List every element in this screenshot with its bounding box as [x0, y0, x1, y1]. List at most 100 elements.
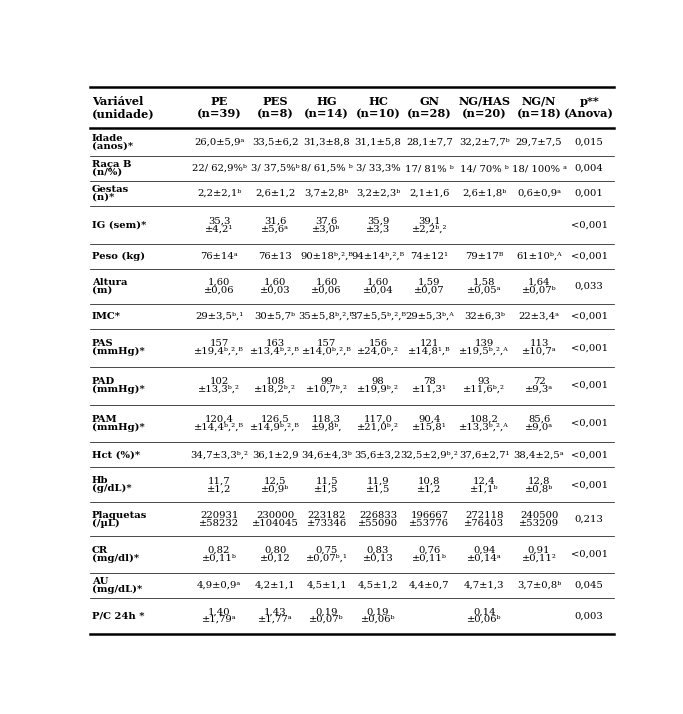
Text: 4,7±1,3: 4,7±1,3	[464, 580, 505, 590]
Text: 22±3,4ᵃ: 22±3,4ᵃ	[518, 312, 559, 321]
Text: 0,033: 0,033	[575, 282, 604, 291]
Text: 35,6±3,2: 35,6±3,2	[354, 451, 401, 459]
Text: 36,1±2,9: 36,1±2,9	[252, 451, 298, 459]
Text: 120,4: 120,4	[204, 415, 234, 424]
Text: 3,2±2,3ᵇ: 3,2±2,3ᵇ	[356, 189, 400, 198]
Text: ±0,03: ±0,03	[260, 286, 290, 295]
Text: GN
(n=28): GN (n=28)	[407, 96, 451, 120]
Text: NG/HAS
(n=20): NG/HAS (n=20)	[458, 96, 510, 120]
Text: Hct (%)*: Hct (%)*	[92, 451, 140, 459]
Text: 1,43: 1,43	[264, 608, 286, 616]
Text: 0,94: 0,94	[473, 546, 495, 555]
Text: 31,6: 31,6	[264, 216, 286, 226]
Text: 74±12¹: 74±12¹	[410, 252, 448, 261]
Text: 4,5±1,2: 4,5±1,2	[358, 580, 398, 590]
Text: ±1,2: ±1,2	[207, 484, 232, 493]
Text: ±0,07ᵇ,¹: ±0,07ᵇ,¹	[305, 554, 348, 563]
Text: 1,40: 1,40	[208, 608, 230, 616]
Text: 31,3±8,8: 31,3±8,8	[303, 138, 350, 146]
Text: ±13,3ᵇ,²,ᴬ: ±13,3ᵇ,²,ᴬ	[460, 423, 509, 432]
Text: ±0,11²: ±0,11²	[522, 554, 557, 563]
Text: 12,4: 12,4	[473, 476, 495, 486]
Text: ±18,2ᵇ,²: ±18,2ᵇ,²	[254, 385, 296, 394]
Text: Peso (kg): Peso (kg)	[92, 252, 145, 261]
Text: 37,6±2,7¹: 37,6±2,7¹	[459, 451, 510, 459]
Text: 2,2±2,1ᵇ: 2,2±2,1ᵇ	[197, 189, 241, 198]
Text: 29,7±7,5: 29,7±7,5	[516, 138, 562, 146]
Text: 99: 99	[320, 377, 333, 386]
Text: 1,60: 1,60	[208, 278, 230, 287]
Text: 0,045: 0,045	[575, 580, 604, 590]
Text: ±0,11ᵇ: ±0,11ᵇ	[201, 554, 236, 563]
Text: ±13,4ᵇ,²,ᴮ: ±13,4ᵇ,²,ᴮ	[250, 347, 300, 356]
Text: 0,83: 0,83	[367, 546, 389, 555]
Text: PAM: PAM	[92, 415, 117, 424]
Text: 157: 157	[317, 339, 336, 348]
Text: Altura: Altura	[92, 278, 127, 287]
Text: ±9,8ᵇ,: ±9,8ᵇ,	[311, 423, 342, 432]
Text: 94±14ᵇ,²,ᴮ: 94±14ᵇ,²,ᴮ	[351, 252, 404, 261]
Text: 1,58: 1,58	[473, 278, 495, 287]
Text: 113: 113	[529, 339, 548, 348]
Text: 11,9: 11,9	[367, 476, 389, 486]
Text: (mmHg)*: (mmHg)*	[92, 347, 145, 356]
Text: 4,2±1,1: 4,2±1,1	[255, 580, 296, 590]
Text: 32,5±2,9ᵇ,²: 32,5±2,9ᵇ,²	[400, 451, 458, 459]
Text: NG/N
(n=18): NG/N (n=18)	[516, 96, 561, 120]
Text: <0,001: <0,001	[570, 252, 608, 261]
Text: 11,7: 11,7	[208, 476, 230, 486]
Text: 0,6±0,9ᵃ: 0,6±0,9ᵃ	[517, 189, 561, 198]
Text: ±5,6ᵃ: ±5,6ᵃ	[261, 224, 289, 233]
Text: 3,7±2,8ᵇ: 3,7±2,8ᵇ	[305, 189, 349, 198]
Text: 226833: 226833	[359, 511, 397, 520]
Text: Hb: Hb	[92, 476, 108, 486]
Text: 0,91: 0,91	[528, 546, 550, 555]
Text: 61±10ᵇ,ᴬ: 61±10ᵇ,ᴬ	[516, 252, 562, 261]
Text: Variável
(unidade): Variável (unidade)	[92, 96, 154, 120]
Text: ±2,2ᵇ,²: ±2,2ᵇ,²	[412, 224, 447, 233]
Text: 4,9±0,9ᵃ: 4,9±0,9ᵃ	[197, 580, 241, 590]
Text: 121: 121	[419, 339, 439, 348]
Text: 0,001: 0,001	[575, 189, 604, 198]
Text: 240500: 240500	[520, 511, 558, 520]
Text: PAD: PAD	[92, 377, 115, 386]
Text: 32,2±7,7ᵇ: 32,2±7,7ᵇ	[459, 138, 510, 146]
Text: Plaquetas: Plaquetas	[92, 511, 147, 520]
Text: 10,8: 10,8	[418, 476, 441, 486]
Text: 0,015: 0,015	[575, 138, 604, 146]
Text: P/C 24h *: P/C 24h *	[92, 611, 144, 620]
Text: 4,5±1,1: 4,5±1,1	[306, 580, 347, 590]
Text: <0,001: <0,001	[570, 221, 608, 229]
Text: ±9,3ᵃ: ±9,3ᵃ	[525, 385, 553, 394]
Text: 12,5: 12,5	[264, 476, 286, 486]
Text: p**
(Anova): p** (Anova)	[564, 96, 614, 120]
Text: 85,6: 85,6	[528, 415, 550, 424]
Text: IMC*: IMC*	[92, 312, 121, 321]
Text: 38,4±2,5ᵃ: 38,4±2,5ᵃ	[514, 451, 564, 459]
Text: ±0,06ᵇ: ±0,06ᵇ	[467, 615, 501, 624]
Text: 90,4: 90,4	[418, 415, 441, 424]
Text: 18/ 100% ᵃ: 18/ 100% ᵃ	[512, 164, 566, 173]
Text: 2,6±1,2: 2,6±1,2	[255, 189, 295, 198]
Text: 3/ 33,3%: 3/ 33,3%	[356, 164, 400, 173]
Text: 108: 108	[266, 377, 285, 386]
Text: (mmHg)*: (mmHg)*	[92, 423, 145, 432]
Text: ±9,0ᵃ: ±9,0ᵃ	[525, 423, 553, 432]
Text: ±1,79ᵃ: ±1,79ᵃ	[201, 615, 236, 624]
Text: 29±5,3ᵇ,ᴬ: 29±5,3ᵇ,ᴬ	[405, 312, 454, 321]
Text: PES
(n=8): PES (n=8)	[257, 96, 294, 120]
Text: 163: 163	[266, 339, 285, 348]
Text: PE
(n=39): PE (n=39)	[197, 96, 241, 120]
Text: ±0,05ᵃ: ±0,05ᵃ	[467, 286, 501, 295]
Text: ±24,0ᵇ,²: ±24,0ᵇ,²	[357, 347, 399, 356]
Text: ±14,4ᵇ,²,ᴮ: ±14,4ᵇ,²,ᴮ	[194, 423, 244, 432]
Text: 30±5,7ᵇ: 30±5,7ᵇ	[255, 312, 296, 321]
Text: (n)*: (n)*	[92, 193, 114, 202]
Text: 126,5: 126,5	[261, 415, 290, 424]
Text: 93: 93	[478, 377, 490, 386]
Text: (mmHg)*: (mmHg)*	[92, 385, 145, 394]
Text: 90±18ᵇ,²,ᴮ: 90±18ᵇ,²,ᴮ	[300, 252, 353, 261]
Text: ±4,2¹: ±4,2¹	[205, 224, 233, 233]
Text: IG (sem)*: IG (sem)*	[92, 221, 146, 229]
Text: (anos)*: (anos)*	[92, 141, 133, 151]
